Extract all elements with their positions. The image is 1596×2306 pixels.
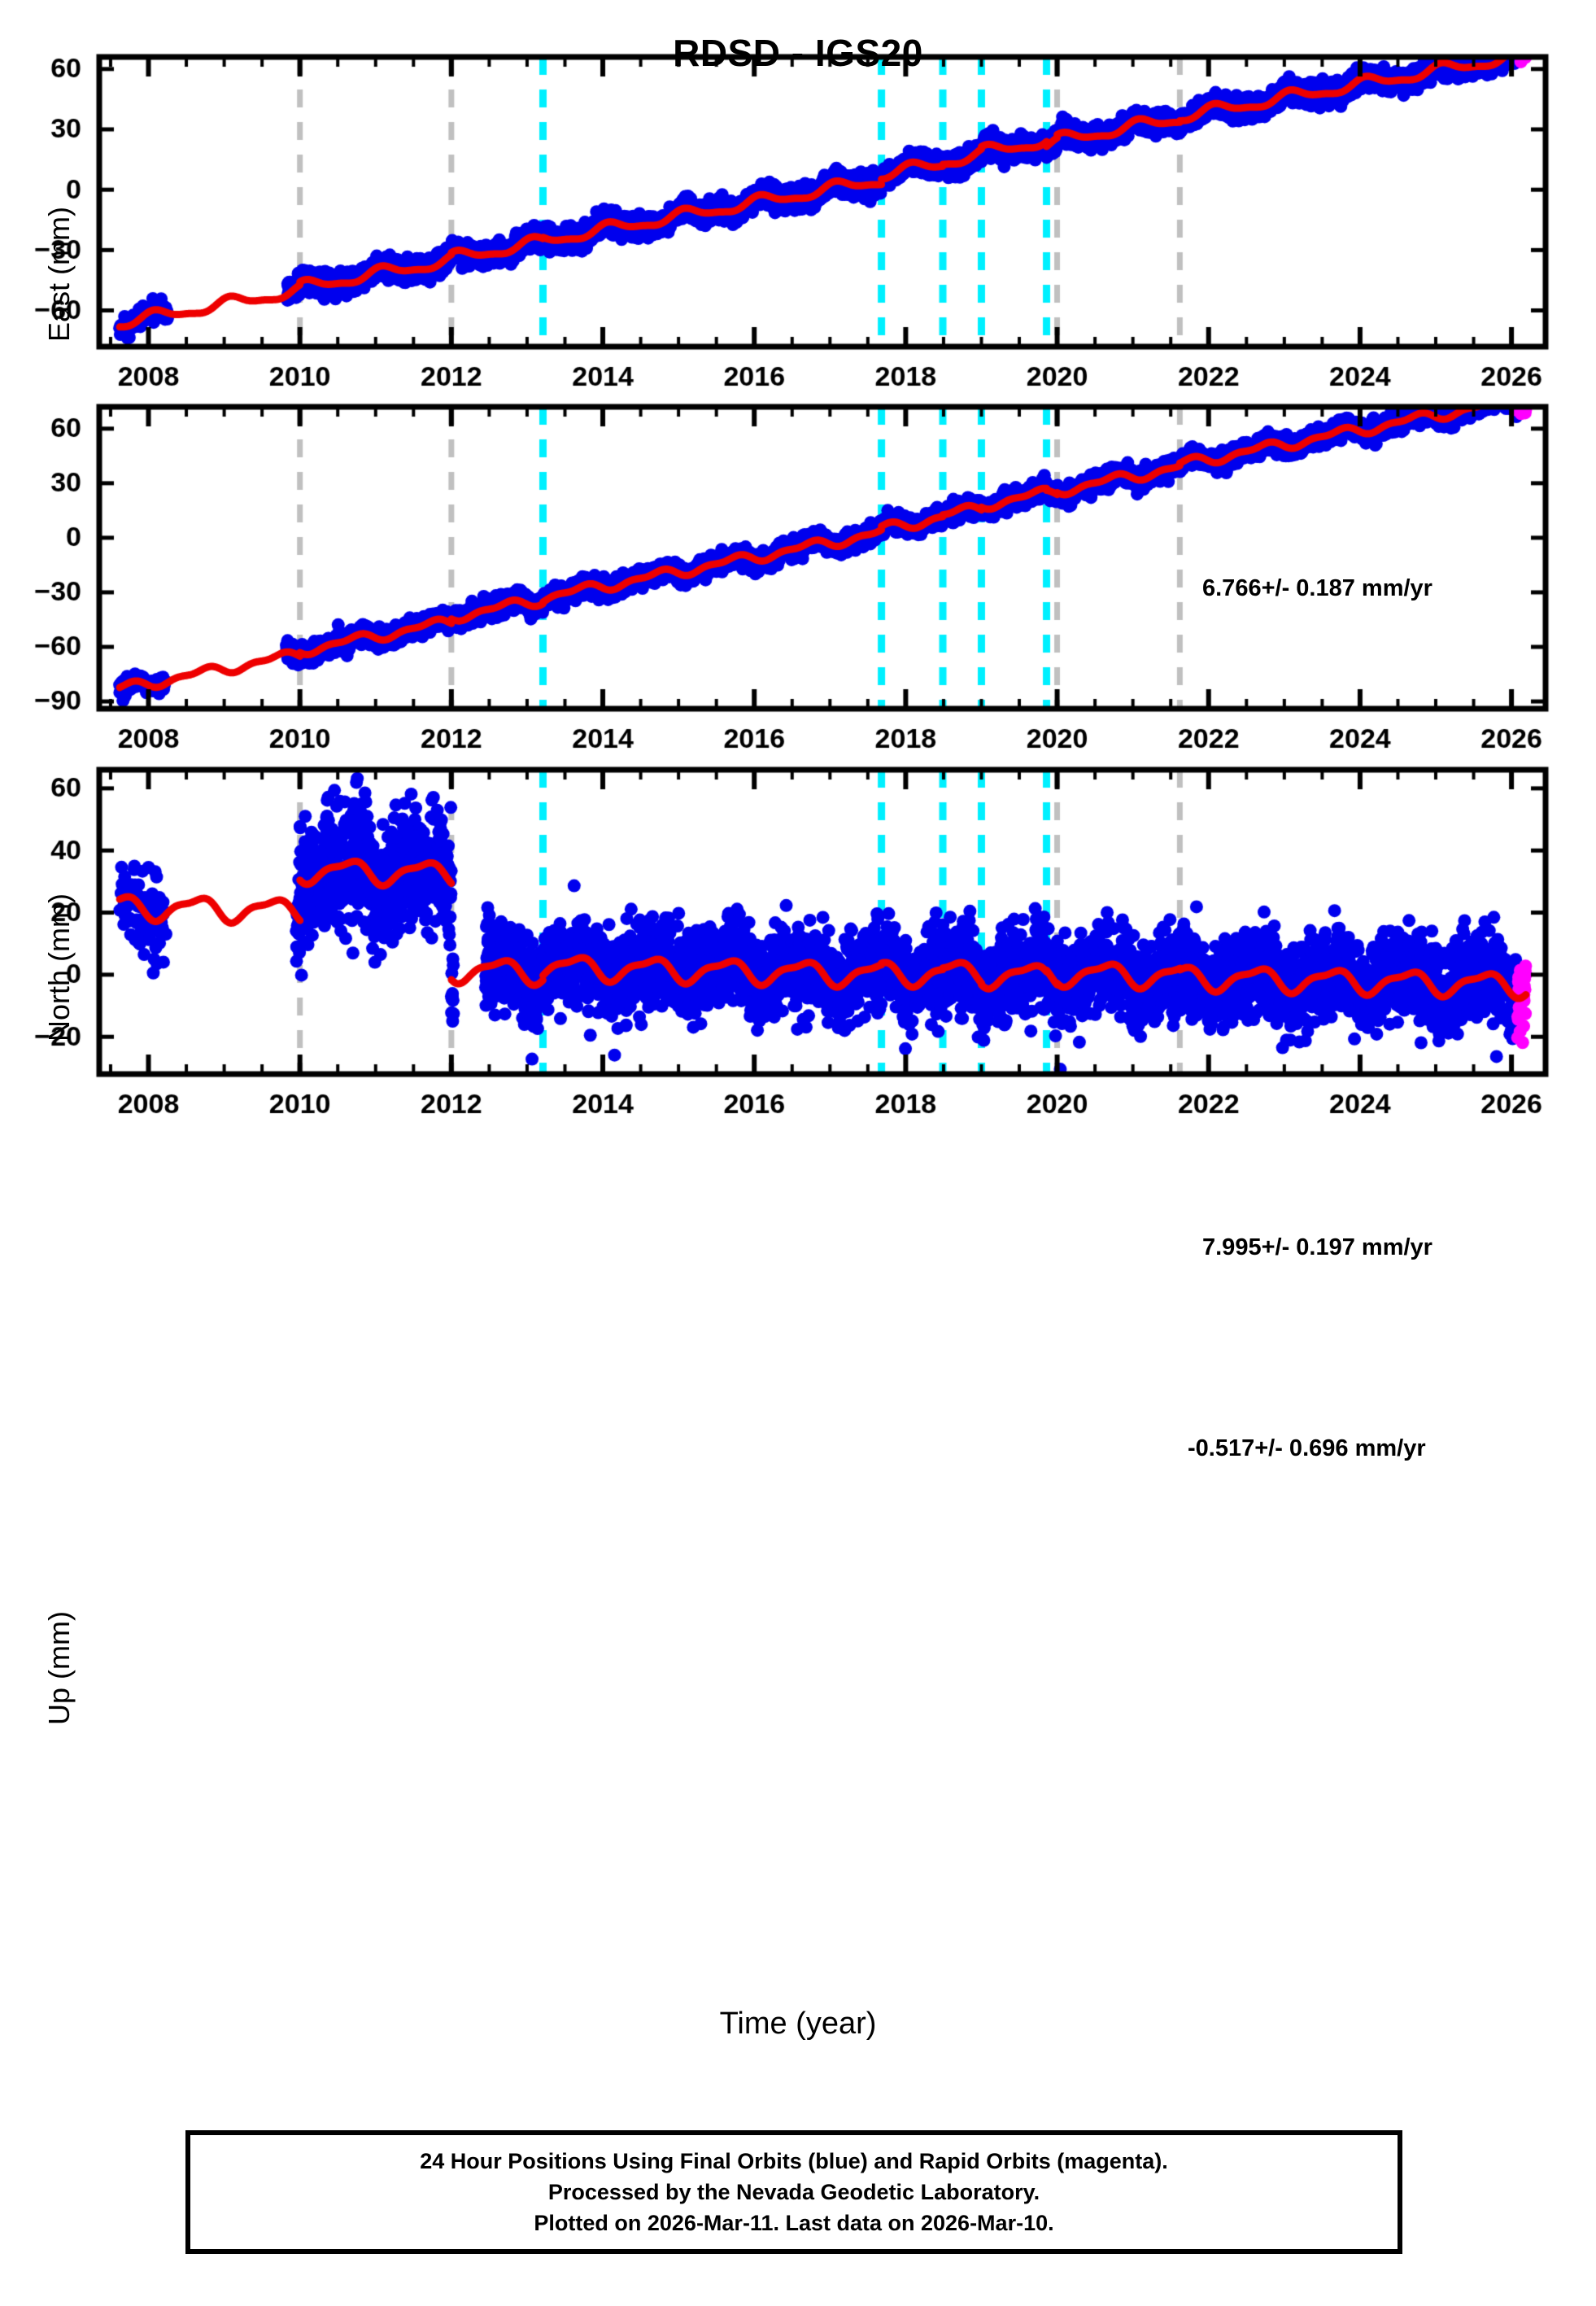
x-axis-label: Time (year) [719,2007,877,2041]
north-rate-annotation: 7.995+/- 0.197 mm/yr [1202,1234,1432,1260]
page-title: RDSD - IGS20 [673,32,923,74]
north-axis-label: North (mm) [42,893,76,1042]
caption-line-processor: Processed by the Nevada Geodetic Laborat… [547,2179,1040,2204]
caption-line-dates: Plotted on 2026-Mar-11. Last data on 202… [534,2211,1054,2236]
east-rate-annotation: 6.766+/- 0.187 mm/yr [1202,575,1432,601]
up-rate-annotation: -0.517+/- 0.696 mm/yr [1188,1435,1426,1461]
east-axis-label: East (mm) [42,207,76,342]
caption-line-orbits: 24 Hour Positions Using Final Orbits (bl… [420,2148,1168,2173]
caption-box: 24 Hour Positions Using Final Orbits (bl… [185,2130,1402,2254]
up-axis-label: Up (mm) [42,1611,76,1725]
